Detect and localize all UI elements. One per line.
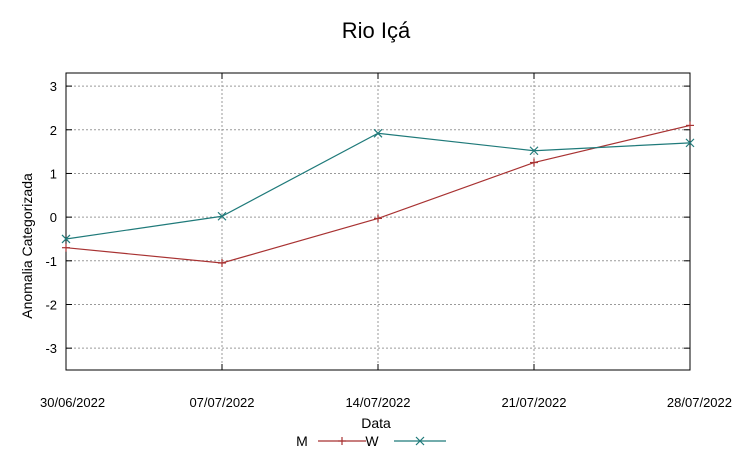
data-point-w (373, 128, 383, 138)
x-tick-label: 14/07/2022 (345, 395, 410, 410)
y-tick-label: 0 (50, 210, 57, 225)
x-tick-labels: 30/06/2022 07/07/2022 14/07/2022 21/07/2022… (40, 395, 732, 410)
x-tick-label: 28/07/2022 (667, 395, 732, 410)
plot-frame (65, 72, 691, 371)
y-tick-label: 3 (50, 79, 57, 94)
data-point-m (62, 243, 70, 252)
marker-stroke (61, 234, 71, 244)
data-point-m (374, 214, 382, 223)
y-tick-labels: 3 2 1 0 -1 -2 -3 (45, 79, 57, 356)
data-point-w (61, 234, 71, 244)
legend-label-w: W (365, 433, 379, 449)
chart-title: Rio Içá (342, 18, 411, 43)
marker-stroke (529, 146, 539, 156)
marker-stroke (415, 436, 425, 446)
data-point-m (686, 121, 694, 130)
data-point-m (218, 258, 226, 267)
legend-label-m: M (296, 433, 308, 449)
marker-stroke (685, 138, 695, 148)
y-tick-label: -3 (45, 341, 57, 356)
y-tick-label: 1 (50, 166, 57, 181)
marker-stroke (373, 128, 383, 138)
data-point-w (529, 146, 539, 156)
data-point-w (685, 138, 695, 148)
x-tick-label: 30/06/2022 (40, 395, 105, 410)
legend-marker-m (338, 437, 346, 445)
data-point-m (530, 158, 538, 167)
marker-stroke (217, 211, 227, 221)
data-point-w (217, 211, 227, 221)
y-tick-label: -1 (45, 254, 57, 269)
y-tick-label: -2 (45, 297, 57, 312)
x-axis-label: Data (361, 415, 391, 431)
series-group (61, 121, 695, 267)
x-tick-label: 21/07/2022 (501, 395, 566, 410)
y-axis-label: Anomalia Categorizada (19, 173, 35, 319)
legend-marker-w (415, 436, 425, 446)
y-tick-label: 2 (50, 123, 57, 138)
x-tick-label: 07/07/2022 (189, 395, 254, 410)
